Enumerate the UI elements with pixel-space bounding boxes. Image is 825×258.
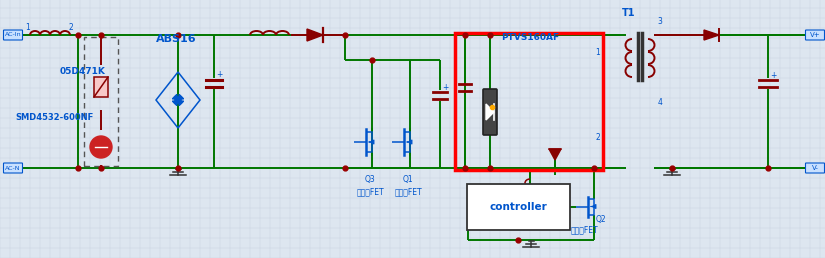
Text: ABS16: ABS16: [156, 34, 196, 44]
Text: V+: V+: [809, 32, 820, 38]
Text: AC-N: AC-N: [5, 165, 21, 171]
Text: PTVS160AF: PTVS160AF: [501, 33, 559, 42]
Circle shape: [90, 136, 112, 158]
Polygon shape: [704, 30, 719, 40]
Polygon shape: [173, 95, 182, 103]
Text: AC-In: AC-In: [5, 33, 21, 37]
Text: 2: 2: [596, 133, 601, 142]
Text: 2: 2: [68, 23, 73, 32]
Text: +: +: [770, 71, 776, 80]
Polygon shape: [307, 29, 323, 41]
Text: V-: V-: [812, 165, 818, 171]
FancyBboxPatch shape: [805, 30, 824, 40]
Polygon shape: [486, 104, 494, 120]
Polygon shape: [549, 149, 561, 160]
Polygon shape: [175, 97, 183, 105]
Text: 1: 1: [26, 23, 31, 32]
FancyBboxPatch shape: [805, 163, 824, 173]
Text: Q2: Q2: [596, 215, 606, 224]
Text: 05D471K: 05D471K: [60, 68, 106, 77]
Text: 4: 4: [658, 98, 662, 107]
Text: 氪化镊FET: 氪化镊FET: [394, 187, 422, 196]
FancyBboxPatch shape: [3, 30, 22, 40]
Text: 氪化镊FET: 氪化镊FET: [570, 225, 598, 234]
Polygon shape: [173, 97, 182, 105]
Text: +: +: [442, 83, 448, 92]
Text: controller: controller: [489, 201, 547, 212]
FancyBboxPatch shape: [3, 163, 22, 173]
Text: SMD4532-600NF: SMD4532-600NF: [15, 114, 93, 123]
Bar: [94, 77, 108, 97]
FancyBboxPatch shape: [466, 183, 569, 230]
Text: Q1: Q1: [403, 175, 413, 184]
Text: Q3: Q3: [365, 175, 375, 184]
Text: 3: 3: [658, 17, 662, 26]
Text: 氪化镊FET: 氪化镊FET: [356, 187, 384, 196]
FancyBboxPatch shape: [483, 89, 497, 135]
Text: T1: T1: [622, 8, 635, 18]
Text: +: +: [216, 70, 223, 79]
Text: 1: 1: [596, 48, 601, 57]
Polygon shape: [175, 95, 183, 103]
